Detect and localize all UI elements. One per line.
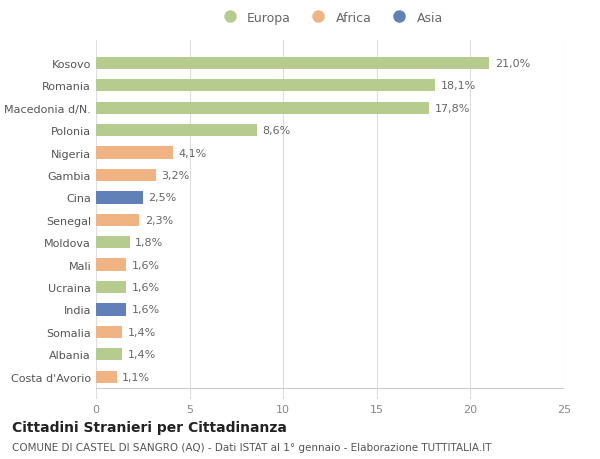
- Bar: [96, 371, 116, 383]
- Bar: [96, 125, 257, 137]
- Text: Cittadini Stranieri per Cittadinanza: Cittadini Stranieri per Cittadinanza: [12, 420, 287, 434]
- Bar: [96, 214, 139, 226]
- Bar: [96, 102, 429, 115]
- Bar: [96, 80, 435, 92]
- Text: 4,1%: 4,1%: [178, 148, 206, 158]
- Text: 1,4%: 1,4%: [128, 350, 156, 359]
- Text: 3,2%: 3,2%: [161, 171, 190, 180]
- Legend: Europa, Africa, Asia: Europa, Africa, Asia: [217, 12, 443, 25]
- Bar: [96, 236, 130, 249]
- Bar: [96, 147, 173, 159]
- Text: 18,1%: 18,1%: [440, 81, 476, 91]
- Bar: [96, 169, 156, 182]
- Text: 8,6%: 8,6%: [263, 126, 291, 136]
- Text: 1,6%: 1,6%: [131, 260, 160, 270]
- Text: 1,6%: 1,6%: [131, 305, 160, 315]
- Bar: [96, 192, 143, 204]
- Text: 2,5%: 2,5%: [148, 193, 176, 203]
- Text: COMUNE DI CASTEL DI SANGRO (AQ) - Dati ISTAT al 1° gennaio - Elaborazione TUTTIT: COMUNE DI CASTEL DI SANGRO (AQ) - Dati I…: [12, 442, 491, 452]
- Bar: [96, 57, 489, 70]
- Bar: [96, 304, 126, 316]
- Bar: [96, 348, 122, 361]
- Text: 17,8%: 17,8%: [435, 103, 470, 113]
- Text: 1,4%: 1,4%: [128, 327, 156, 337]
- Bar: [96, 259, 126, 271]
- Text: 1,1%: 1,1%: [122, 372, 151, 382]
- Bar: [96, 281, 126, 294]
- Text: 2,3%: 2,3%: [145, 215, 173, 225]
- Bar: [96, 326, 122, 338]
- Text: 1,6%: 1,6%: [131, 282, 160, 292]
- Text: 21,0%: 21,0%: [495, 59, 530, 69]
- Text: 1,8%: 1,8%: [136, 238, 164, 248]
